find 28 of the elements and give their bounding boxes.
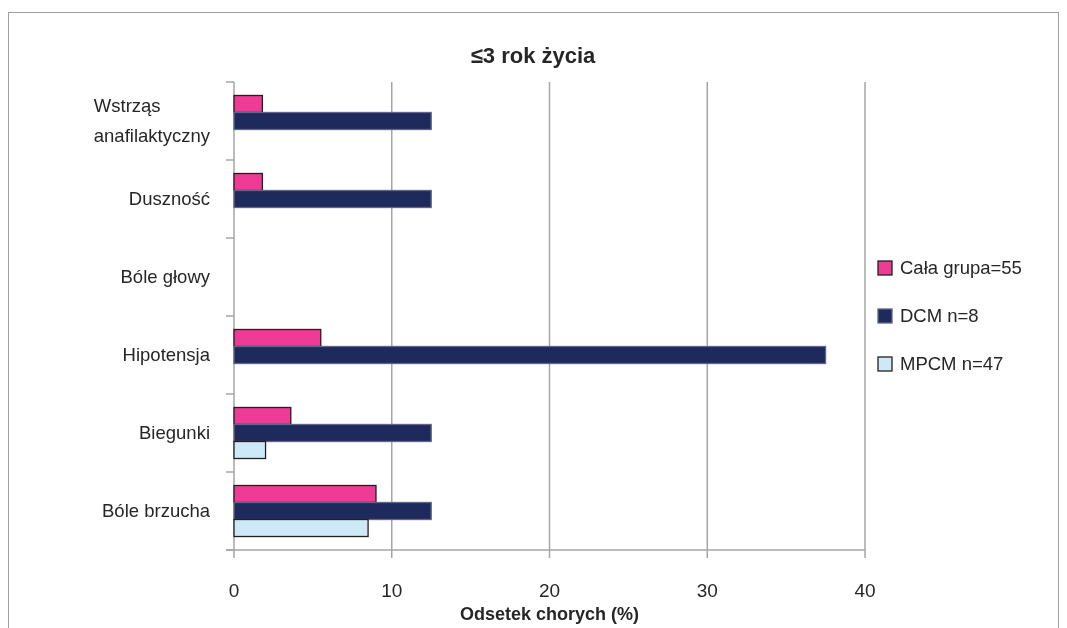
bar [233, 328, 322, 348]
legend-label: MPCM n=47 [900, 353, 1004, 375]
bar [233, 518, 369, 538]
bar [233, 111, 432, 131]
bar [233, 406, 292, 426]
x-tick-label: 20 [538, 580, 561, 601]
bar [233, 172, 264, 192]
y-tick-label: Wstrząs anafilaktyczny [93, 95, 211, 147]
bar [233, 501, 432, 521]
bar [233, 94, 264, 114]
x-tick-label: 10 [381, 580, 403, 601]
bar [233, 423, 432, 443]
x-tick-label: 0 [228, 580, 240, 601]
bar [233, 484, 377, 504]
bar [233, 345, 827, 365]
y-tick-label: Duszność [128, 188, 210, 210]
bar [233, 189, 432, 209]
legend-label: Cała grupa=55 [900, 257, 1022, 279]
y-tick-label: Bóle brzucha [102, 500, 211, 522]
x-tick-label: 30 [696, 580, 718, 601]
chart-title: ≤3 rok życia [470, 43, 597, 68]
bar [233, 440, 267, 460]
x-tick-label: 40 [854, 580, 876, 601]
legend-label: DCM n=8 [900, 305, 979, 327]
y-tick-label: Hipotensja [122, 344, 211, 366]
y-tick-label: Biegunki [139, 422, 210, 444]
y-tick-label: Bóle głowy [120, 266, 211, 288]
x-axis-title: Odsetek chorych (%) [459, 604, 640, 624]
